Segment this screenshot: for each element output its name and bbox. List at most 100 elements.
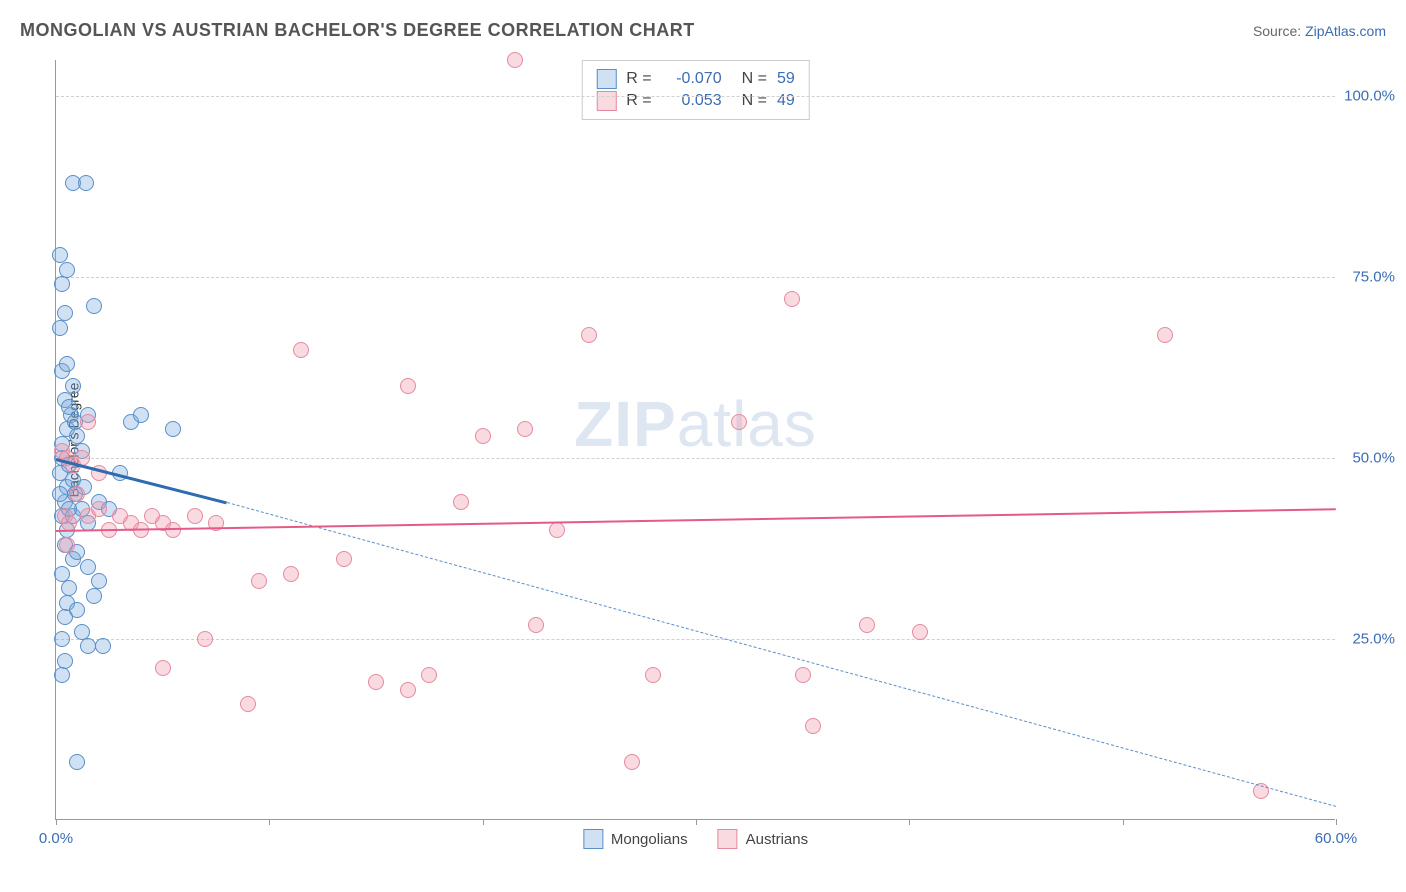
x-tick xyxy=(1336,819,1337,825)
data-point xyxy=(517,421,533,437)
data-point xyxy=(91,573,107,589)
data-point xyxy=(251,573,267,589)
series-legend: Mongolians Austrians xyxy=(583,829,808,849)
source-label: Source: xyxy=(1253,23,1305,39)
data-point xyxy=(475,428,491,444)
data-point xyxy=(453,494,469,510)
x-tick-label: 60.0% xyxy=(1315,830,1358,847)
data-point xyxy=(507,52,523,68)
y-tick-label: 50.0% xyxy=(1352,450,1395,467)
data-point xyxy=(859,617,875,633)
watermark: ZIPatlas xyxy=(574,387,817,461)
legend-swatch xyxy=(596,69,616,89)
n-label: N = xyxy=(742,70,767,88)
trend-line xyxy=(56,509,1336,533)
data-point xyxy=(80,414,96,430)
gridline xyxy=(56,458,1335,459)
y-tick-label: 25.0% xyxy=(1352,631,1395,648)
y-tick-label: 100.0% xyxy=(1344,88,1395,105)
data-point xyxy=(549,522,565,538)
data-point xyxy=(54,667,70,683)
watermark-zip: ZIP xyxy=(574,388,677,460)
gridline xyxy=(56,96,1335,97)
data-point xyxy=(78,175,94,191)
x-tick xyxy=(269,819,270,825)
data-point xyxy=(400,378,416,394)
watermark-atlas: atlas xyxy=(677,388,817,460)
data-point xyxy=(86,298,102,314)
data-point xyxy=(368,674,384,690)
scatter-plot: Bachelor's Degree ZIPatlas R =-0.070N =5… xyxy=(55,60,1335,820)
source-attribution: Source: ZipAtlas.com xyxy=(1253,23,1386,39)
legend-row: R = 0.053 N = 49 xyxy=(596,91,794,111)
data-point xyxy=(57,609,73,625)
x-tick xyxy=(696,819,697,825)
r-label: R = xyxy=(626,92,651,110)
data-point xyxy=(54,276,70,292)
data-point xyxy=(283,566,299,582)
legend-item: Mongolians xyxy=(583,829,688,849)
legend-label: Austrians xyxy=(746,831,809,848)
x-tick xyxy=(909,819,910,825)
x-tick xyxy=(56,819,57,825)
gridline xyxy=(56,639,1335,640)
data-point xyxy=(52,486,68,502)
data-point xyxy=(95,638,111,654)
data-point xyxy=(187,508,203,524)
chart-title: MONGOLIAN VS AUSTRIAN BACHELOR'S DEGREE … xyxy=(20,20,695,41)
n-value: 59 xyxy=(777,70,795,88)
n-value: 49 xyxy=(777,92,795,110)
data-point xyxy=(61,399,77,415)
data-point xyxy=(336,551,352,567)
data-point xyxy=(1157,327,1173,343)
x-tick-label: 0.0% xyxy=(39,830,73,847)
data-point xyxy=(59,537,75,553)
data-point xyxy=(80,638,96,654)
data-point xyxy=(65,378,81,394)
data-point xyxy=(69,486,85,502)
trend-line xyxy=(227,502,1337,807)
r-label: R = xyxy=(626,70,651,88)
data-point xyxy=(69,754,85,770)
data-point xyxy=(197,631,213,647)
data-point xyxy=(61,580,77,596)
legend-swatch xyxy=(596,91,616,111)
correlation-legend: R =-0.070N =59R =0.053N =49 xyxy=(581,60,809,120)
legend-label: Mongolians xyxy=(611,831,688,848)
data-point xyxy=(74,624,90,640)
data-point xyxy=(91,501,107,517)
data-point xyxy=(731,414,747,430)
data-point xyxy=(59,356,75,372)
source-link[interactable]: ZipAtlas.com xyxy=(1305,23,1386,39)
data-point xyxy=(912,624,928,640)
data-point xyxy=(795,667,811,683)
data-point xyxy=(54,631,70,647)
data-point xyxy=(57,653,73,669)
data-point xyxy=(165,522,181,538)
data-point xyxy=(581,327,597,343)
data-point xyxy=(400,682,416,698)
data-point xyxy=(645,667,661,683)
data-point xyxy=(421,667,437,683)
data-point xyxy=(624,754,640,770)
data-point xyxy=(528,617,544,633)
data-point xyxy=(52,320,68,336)
legend-swatch xyxy=(583,829,603,849)
data-point xyxy=(155,660,171,676)
r-value: 0.053 xyxy=(662,92,722,110)
x-tick xyxy=(1123,819,1124,825)
data-point xyxy=(805,718,821,734)
data-point xyxy=(133,407,149,423)
data-point xyxy=(784,291,800,307)
data-point xyxy=(293,342,309,358)
data-point xyxy=(80,559,96,575)
legend-swatch xyxy=(718,829,738,849)
gridline xyxy=(56,277,1335,278)
data-point xyxy=(240,696,256,712)
data-point xyxy=(57,305,73,321)
legend-item: Austrians xyxy=(718,829,809,849)
data-point xyxy=(165,421,181,437)
legend-row: R =-0.070N =59 xyxy=(596,69,794,89)
n-label: N = xyxy=(742,92,767,110)
x-tick xyxy=(483,819,484,825)
